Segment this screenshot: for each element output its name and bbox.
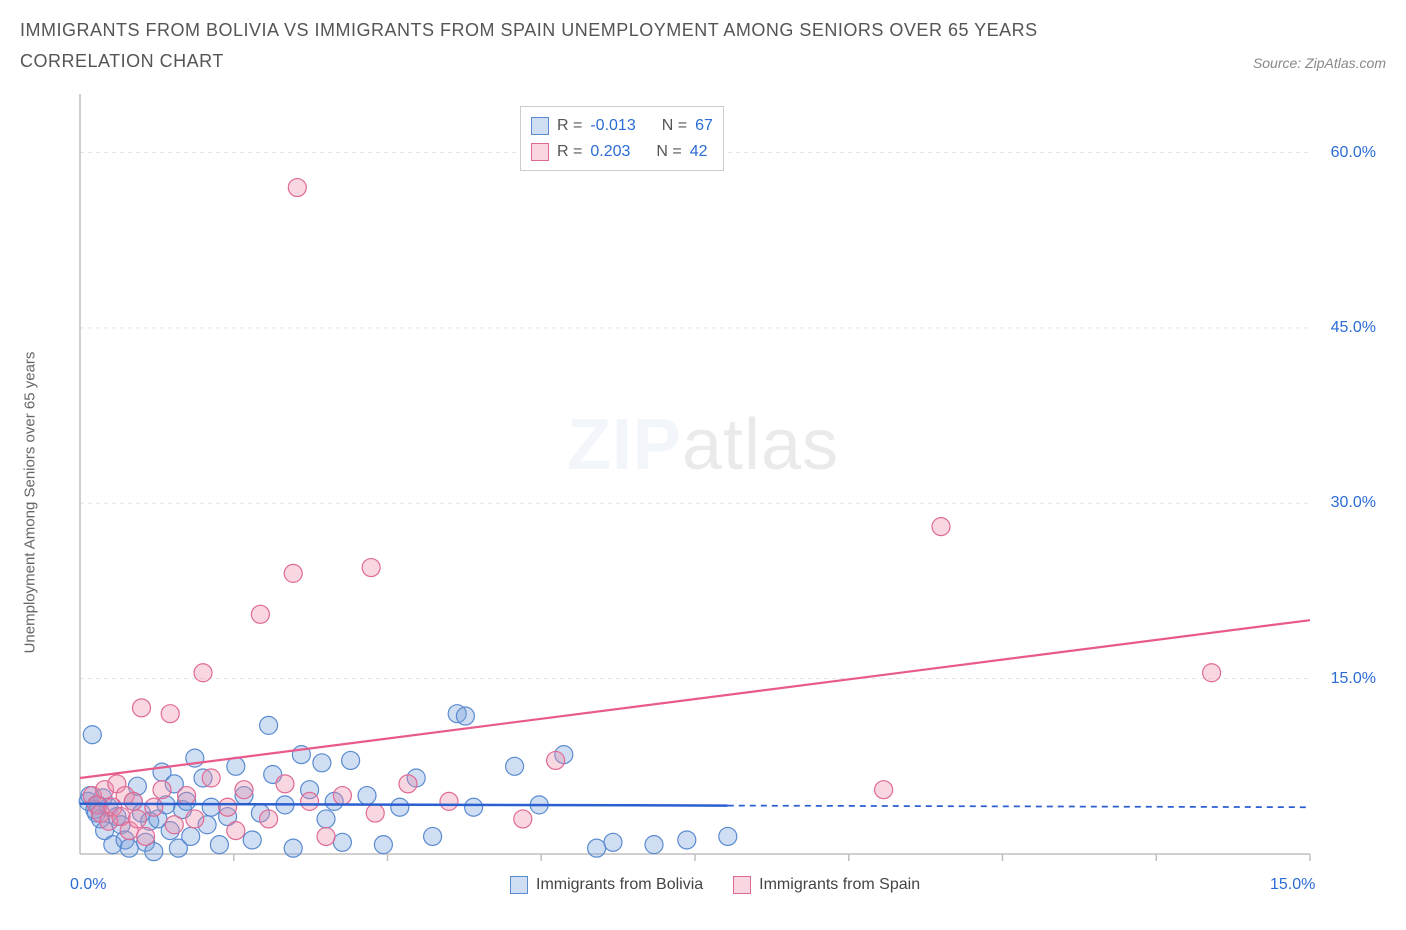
stat-r-label: R = bbox=[557, 113, 582, 139]
chart-title: IMMIGRANTS FROM BOLIVIA VS IMMIGRANTS FR… bbox=[20, 15, 1120, 76]
y-tick-label: 60.0% bbox=[1331, 144, 1376, 162]
source-label: Source: ZipAtlas.com bbox=[1253, 55, 1386, 71]
y-tick-label: 45.0% bbox=[1331, 319, 1376, 337]
series-swatch bbox=[531, 143, 549, 161]
legend-label: Immigrants from Spain bbox=[759, 872, 920, 898]
stats-row: R = -0.013 N = 67 bbox=[531, 113, 713, 139]
stat-n-label: N = bbox=[662, 113, 687, 139]
legend-label: Immigrants from Bolivia bbox=[536, 872, 703, 898]
stat-r-value: -0.013 bbox=[590, 113, 635, 139]
legend-item: Immigrants from Spain bbox=[733, 872, 920, 898]
series-swatch bbox=[510, 876, 528, 894]
x-axis-max-label: 15.0% bbox=[1270, 876, 1315, 894]
legend-item: Immigrants from Bolivia bbox=[510, 872, 703, 898]
y-tick-label: 30.0% bbox=[1331, 494, 1376, 512]
series-swatch bbox=[733, 876, 751, 894]
stat-r-label: R = bbox=[557, 139, 582, 165]
header: IMMIGRANTS FROM BOLIVIA VS IMMIGRANTS FR… bbox=[20, 15, 1386, 76]
stat-n-value: 67 bbox=[695, 113, 713, 139]
stat-r-value: 0.203 bbox=[590, 139, 630, 165]
y-axis-label: Unemployment Among Seniors over 65 years bbox=[22, 352, 39, 654]
scatter-chart bbox=[20, 84, 1386, 904]
stats-row: R = 0.203 N = 42 bbox=[531, 139, 713, 165]
stat-n-value: 42 bbox=[690, 139, 708, 165]
stat-n-label: N = bbox=[656, 139, 681, 165]
y-tick-label: 15.0% bbox=[1331, 670, 1376, 688]
series-legend: Immigrants from Bolivia Immigrants from S… bbox=[510, 872, 920, 898]
chart-container: Unemployment Among Seniors over 65 years… bbox=[20, 84, 1386, 904]
x-axis-origin-label: 0.0% bbox=[70, 876, 106, 894]
series-swatch bbox=[531, 117, 549, 135]
stats-legend-box: R = -0.013 N = 67 R = 0.203 N = 42 bbox=[520, 106, 724, 171]
